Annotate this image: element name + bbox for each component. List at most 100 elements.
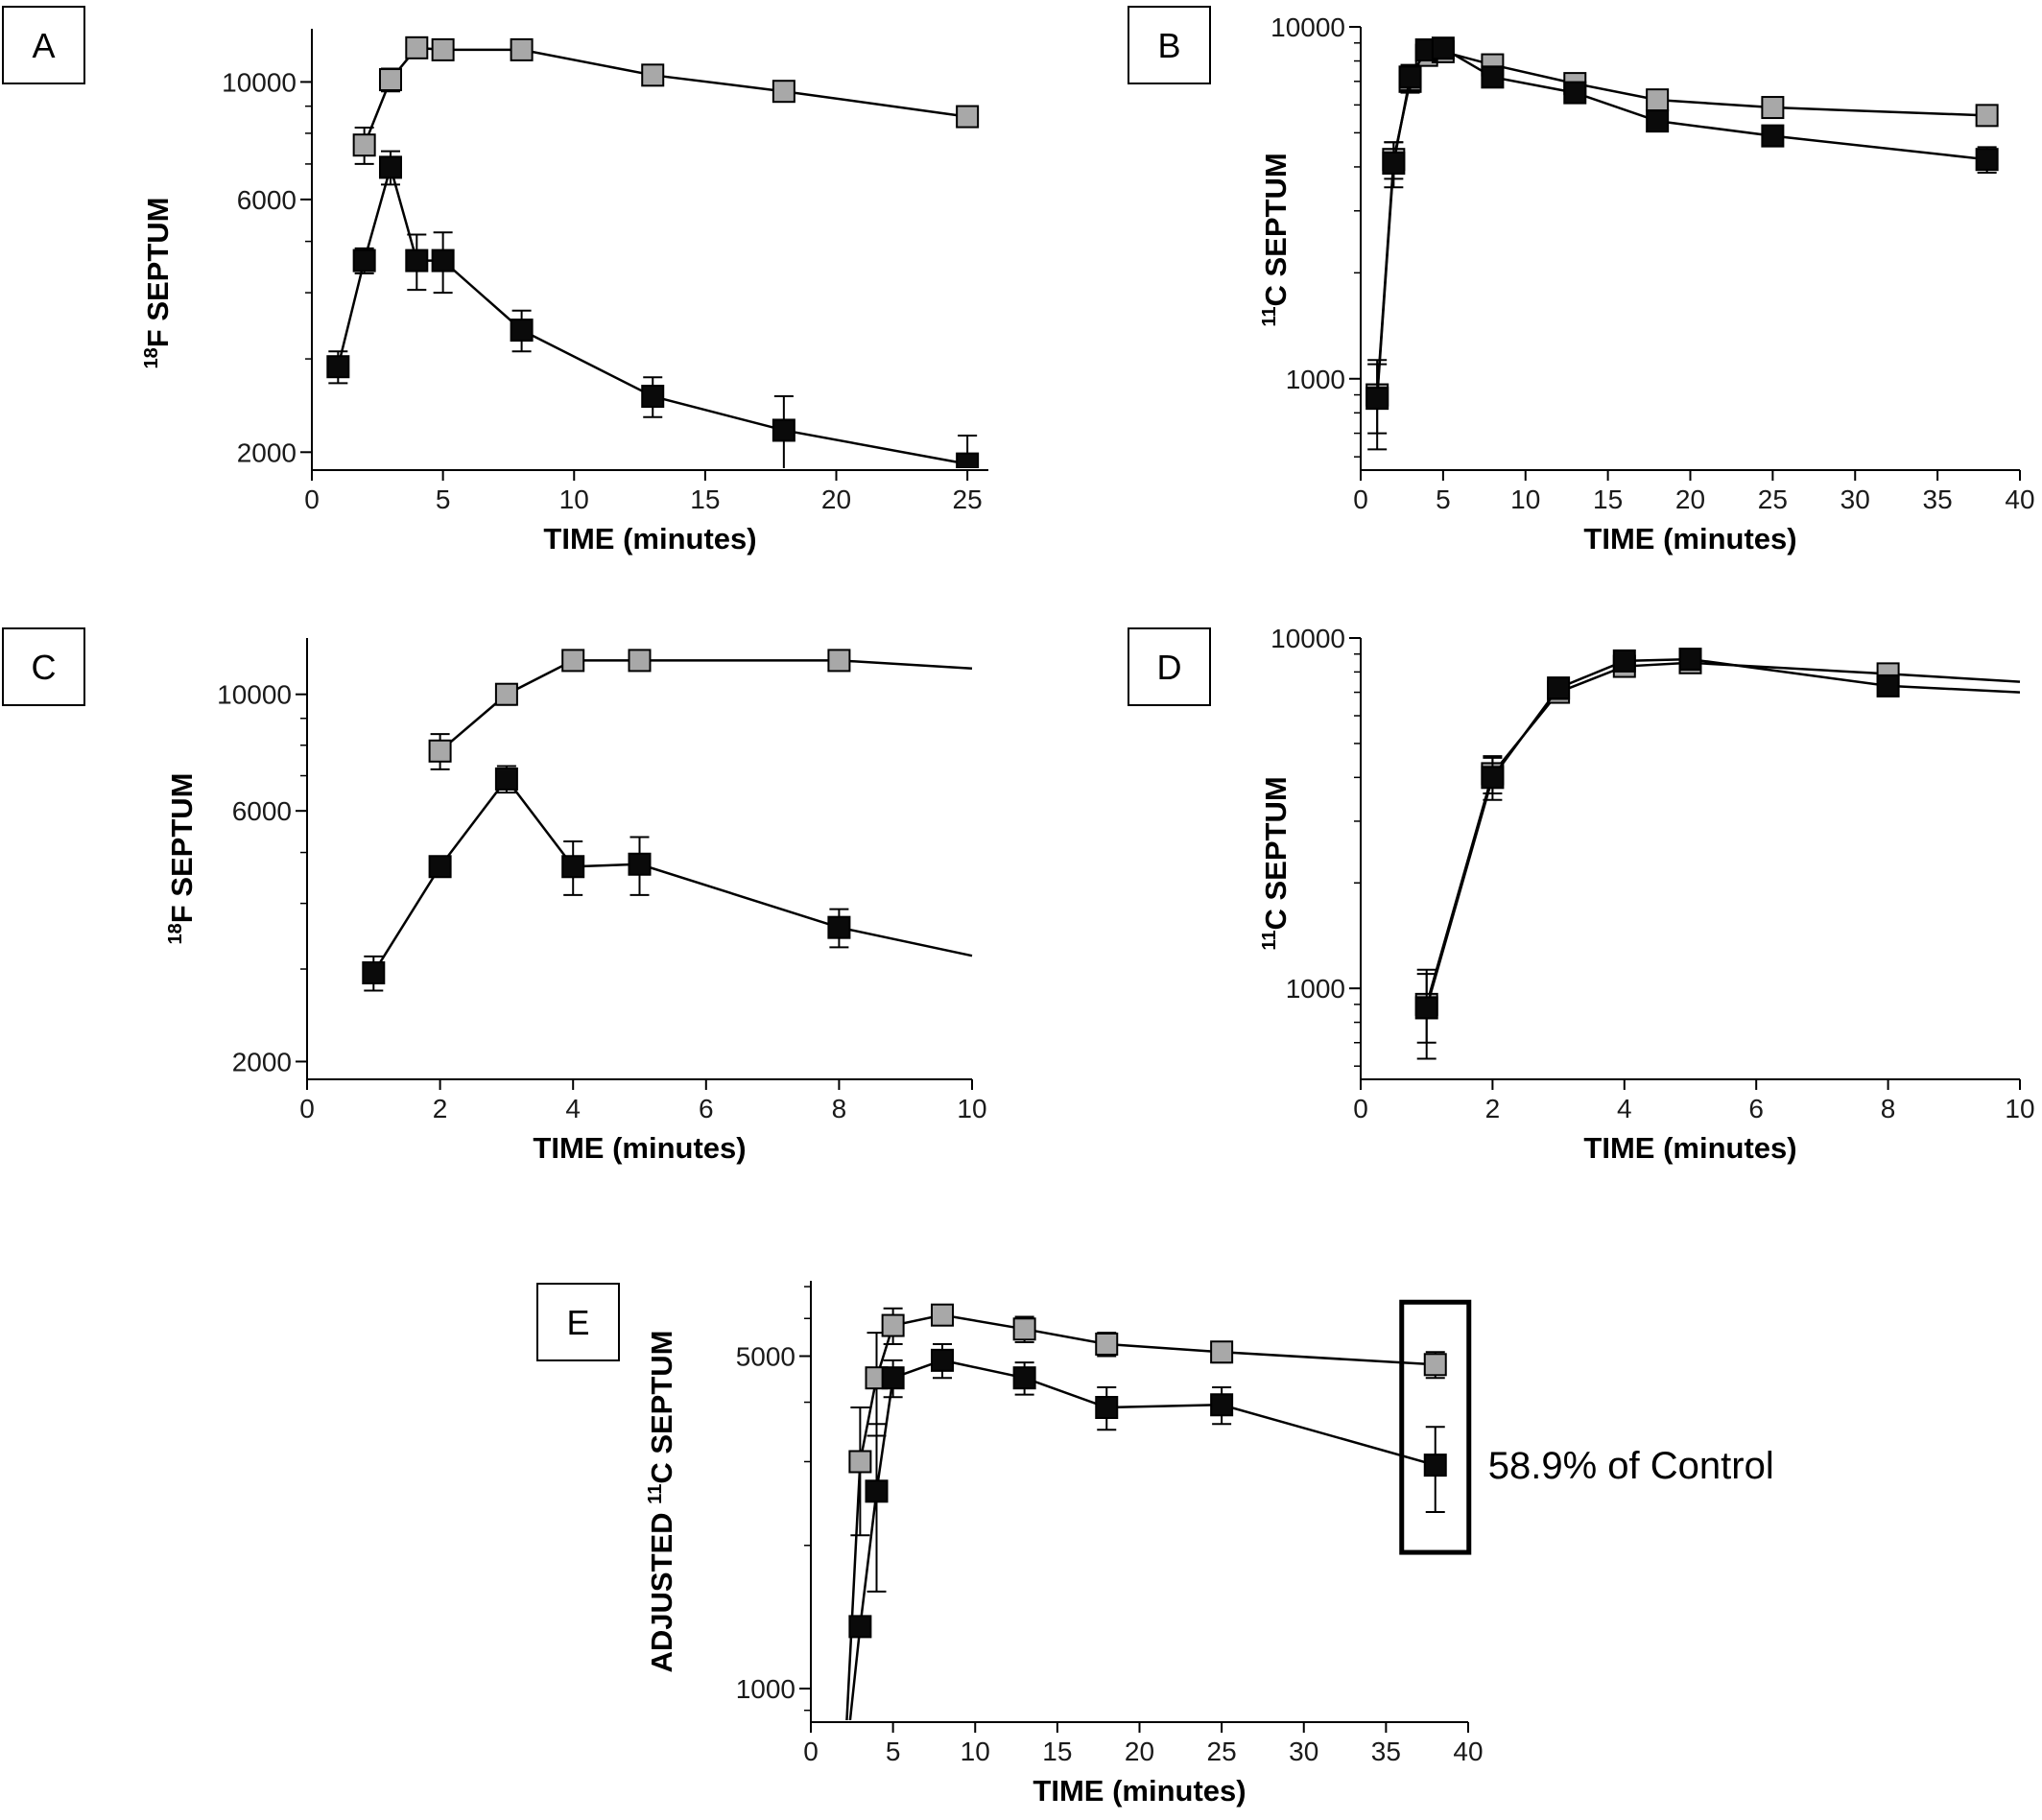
data-marker <box>956 105 980 129</box>
x-tick-label: 0 <box>803 1737 819 1766</box>
data-marker <box>827 649 851 673</box>
series-line <box>439 659 973 752</box>
data-marker <box>428 739 452 763</box>
series-line <box>1375 46 1987 399</box>
panel-e: E 0 5 10 15 20 25 30 35 40 1000 5000 TIME (minutes) A… <box>536 1281 1774 1808</box>
data-marker <box>1398 65 1422 89</box>
x-tick-label: 6 <box>1748 1094 1764 1123</box>
panel-b: B 0 5 10 15 20 25 30 35 40 1000 10000 TIME (minutes)… <box>1128 6 2035 555</box>
data-marker <box>848 1450 872 1474</box>
x-tick-label: 5 <box>886 1737 901 1766</box>
y-axis-label: 18F SEPTUM <box>165 773 199 945</box>
x-tick-label: 35 <box>1371 1737 1401 1766</box>
data-marker <box>494 682 518 706</box>
x-tick-label: 0 <box>1353 485 1368 514</box>
data-marker <box>494 767 518 791</box>
panel-tag: C <box>32 648 57 687</box>
panel-tag-box <box>2 627 85 706</box>
x-tick-label: 15 <box>690 485 720 514</box>
series-line <box>848 1359 1437 1720</box>
data-marker <box>1481 65 1505 89</box>
x-tick-label: 10 <box>2005 1094 2034 1123</box>
x-tick-label: 4 <box>565 1094 581 1123</box>
data-marker <box>931 1348 954 1372</box>
y-tick-label: 10000 <box>1270 624 1345 653</box>
y-axis-label-isotope: 11 <box>645 1484 666 1504</box>
x-tick-label: 2 <box>433 1094 448 1123</box>
series-line <box>363 46 968 146</box>
data-marker <box>1547 676 1571 700</box>
data-marker <box>1646 109 1670 133</box>
y-tick-label: 5000 <box>736 1342 795 1372</box>
x-tick-label: 30 <box>1289 1737 1318 1766</box>
panel-tag-box <box>1128 627 1211 706</box>
x-tick-label: 25 <box>953 485 983 514</box>
data-marker <box>1761 96 1785 120</box>
data-marker <box>431 248 455 272</box>
x-tick-label: 2 <box>1485 1094 1501 1123</box>
y-tick-label: 1000 <box>1286 974 1345 1004</box>
data-marker <box>326 355 350 379</box>
x-tick-label: 15 <box>1593 485 1623 514</box>
x-tick-label: 20 <box>1125 1737 1154 1766</box>
y-axis-label-text: C SEPTUM <box>1259 153 1293 306</box>
x-tick-label: 10 <box>1510 485 1540 514</box>
x-axis-label: TIME (minutes) <box>543 522 756 555</box>
data-marker <box>1210 1393 1234 1417</box>
data-marker <box>1563 81 1587 105</box>
y-tick-label: 1000 <box>1286 365 1345 394</box>
data-marker <box>378 68 402 92</box>
x-tick-label: 10 <box>961 1737 990 1766</box>
series-line <box>845 1313 1436 1720</box>
data-marker <box>1382 152 1406 176</box>
panel-tag-box <box>2 6 85 84</box>
x-tick-label: 0 <box>1353 1094 1368 1123</box>
plot-area <box>326 35 980 468</box>
plot-area <box>1365 36 1999 451</box>
x-tick-label: 20 <box>821 485 851 514</box>
y-tick-label: 2000 <box>237 437 297 467</box>
y-tick-label: 10000 <box>1270 12 1345 42</box>
data-marker <box>931 1303 954 1327</box>
x-tick-label: 0 <box>304 485 320 514</box>
x-tick-label: 40 <box>2005 485 2034 514</box>
data-marker <box>956 452 980 468</box>
x-tick-label: 20 <box>1675 485 1705 514</box>
panel-tag-box <box>1128 6 1211 84</box>
x-tick-label: 10 <box>559 485 589 514</box>
data-marker <box>1876 674 1900 697</box>
series-line <box>337 162 968 465</box>
panel-tag: B <box>1157 26 1180 65</box>
panel-c: C 0 2 4 6 8 10 2000 6000 10000 TIME (minutes) 18F S… <box>2 627 987 1165</box>
data-marker <box>628 649 652 673</box>
y-axis-label: 11C SEPTUM <box>1259 153 1293 326</box>
x-tick-label: 25 <box>1758 485 1788 514</box>
data-marker <box>865 1479 889 1503</box>
data-marker <box>1431 36 1455 60</box>
plot-area <box>362 649 973 992</box>
data-marker <box>561 649 585 673</box>
y-axis-label-text: F SEPTUM <box>141 198 175 348</box>
y-axis-label-prefix: ADJUSTED <box>645 1504 678 1673</box>
data-marker <box>848 1615 872 1639</box>
series-line <box>1425 657 2021 1008</box>
data-marker <box>510 37 534 61</box>
data-marker <box>1012 1317 1036 1341</box>
panel-tag-box <box>536 1283 620 1361</box>
data-marker <box>641 63 665 87</box>
data-marker <box>1481 766 1505 790</box>
plot-area <box>1414 648 2021 1060</box>
data-marker <box>352 133 376 157</box>
x-tick-label: 25 <box>1207 1737 1237 1766</box>
series-line <box>1375 50 1987 395</box>
y-axis-label: 11C SEPTUM <box>1259 776 1293 950</box>
data-marker <box>1678 648 1702 672</box>
x-tick-label: 35 <box>1923 485 1953 514</box>
y-axis-label-isotope: 11 <box>1259 931 1280 951</box>
data-marker <box>1414 996 1438 1020</box>
y-axis-label-isotope: 18 <box>165 923 186 944</box>
x-tick-label: 5 <box>1436 485 1451 514</box>
annotation-text: 58.9% of Control <box>1488 1445 1774 1487</box>
y-axis-label-isotope: 11 <box>1259 307 1280 327</box>
x-axis-label: TIME (minutes) <box>1033 1774 1246 1808</box>
